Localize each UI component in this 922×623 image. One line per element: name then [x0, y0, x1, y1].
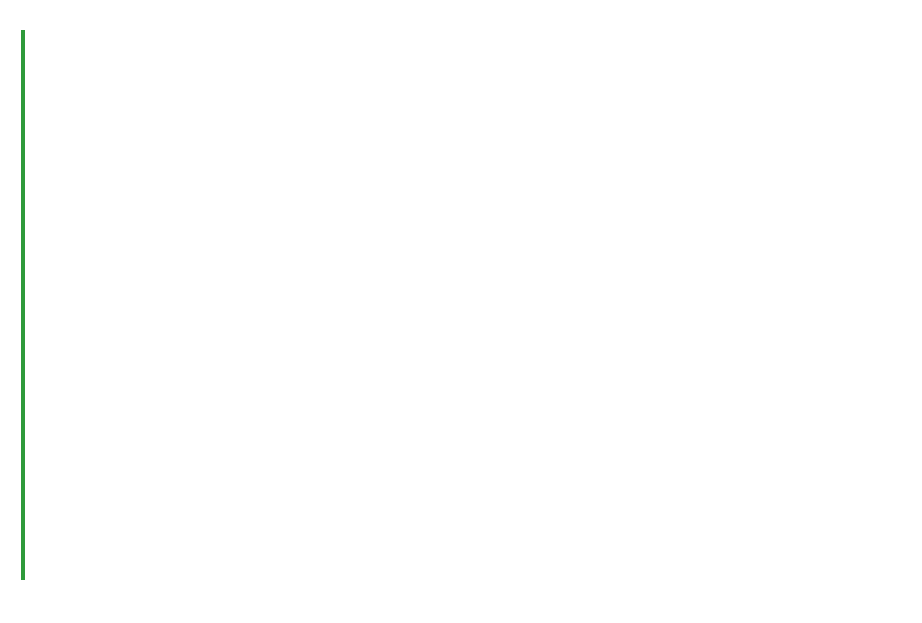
knx-dali-diagram: [0, 0, 922, 623]
